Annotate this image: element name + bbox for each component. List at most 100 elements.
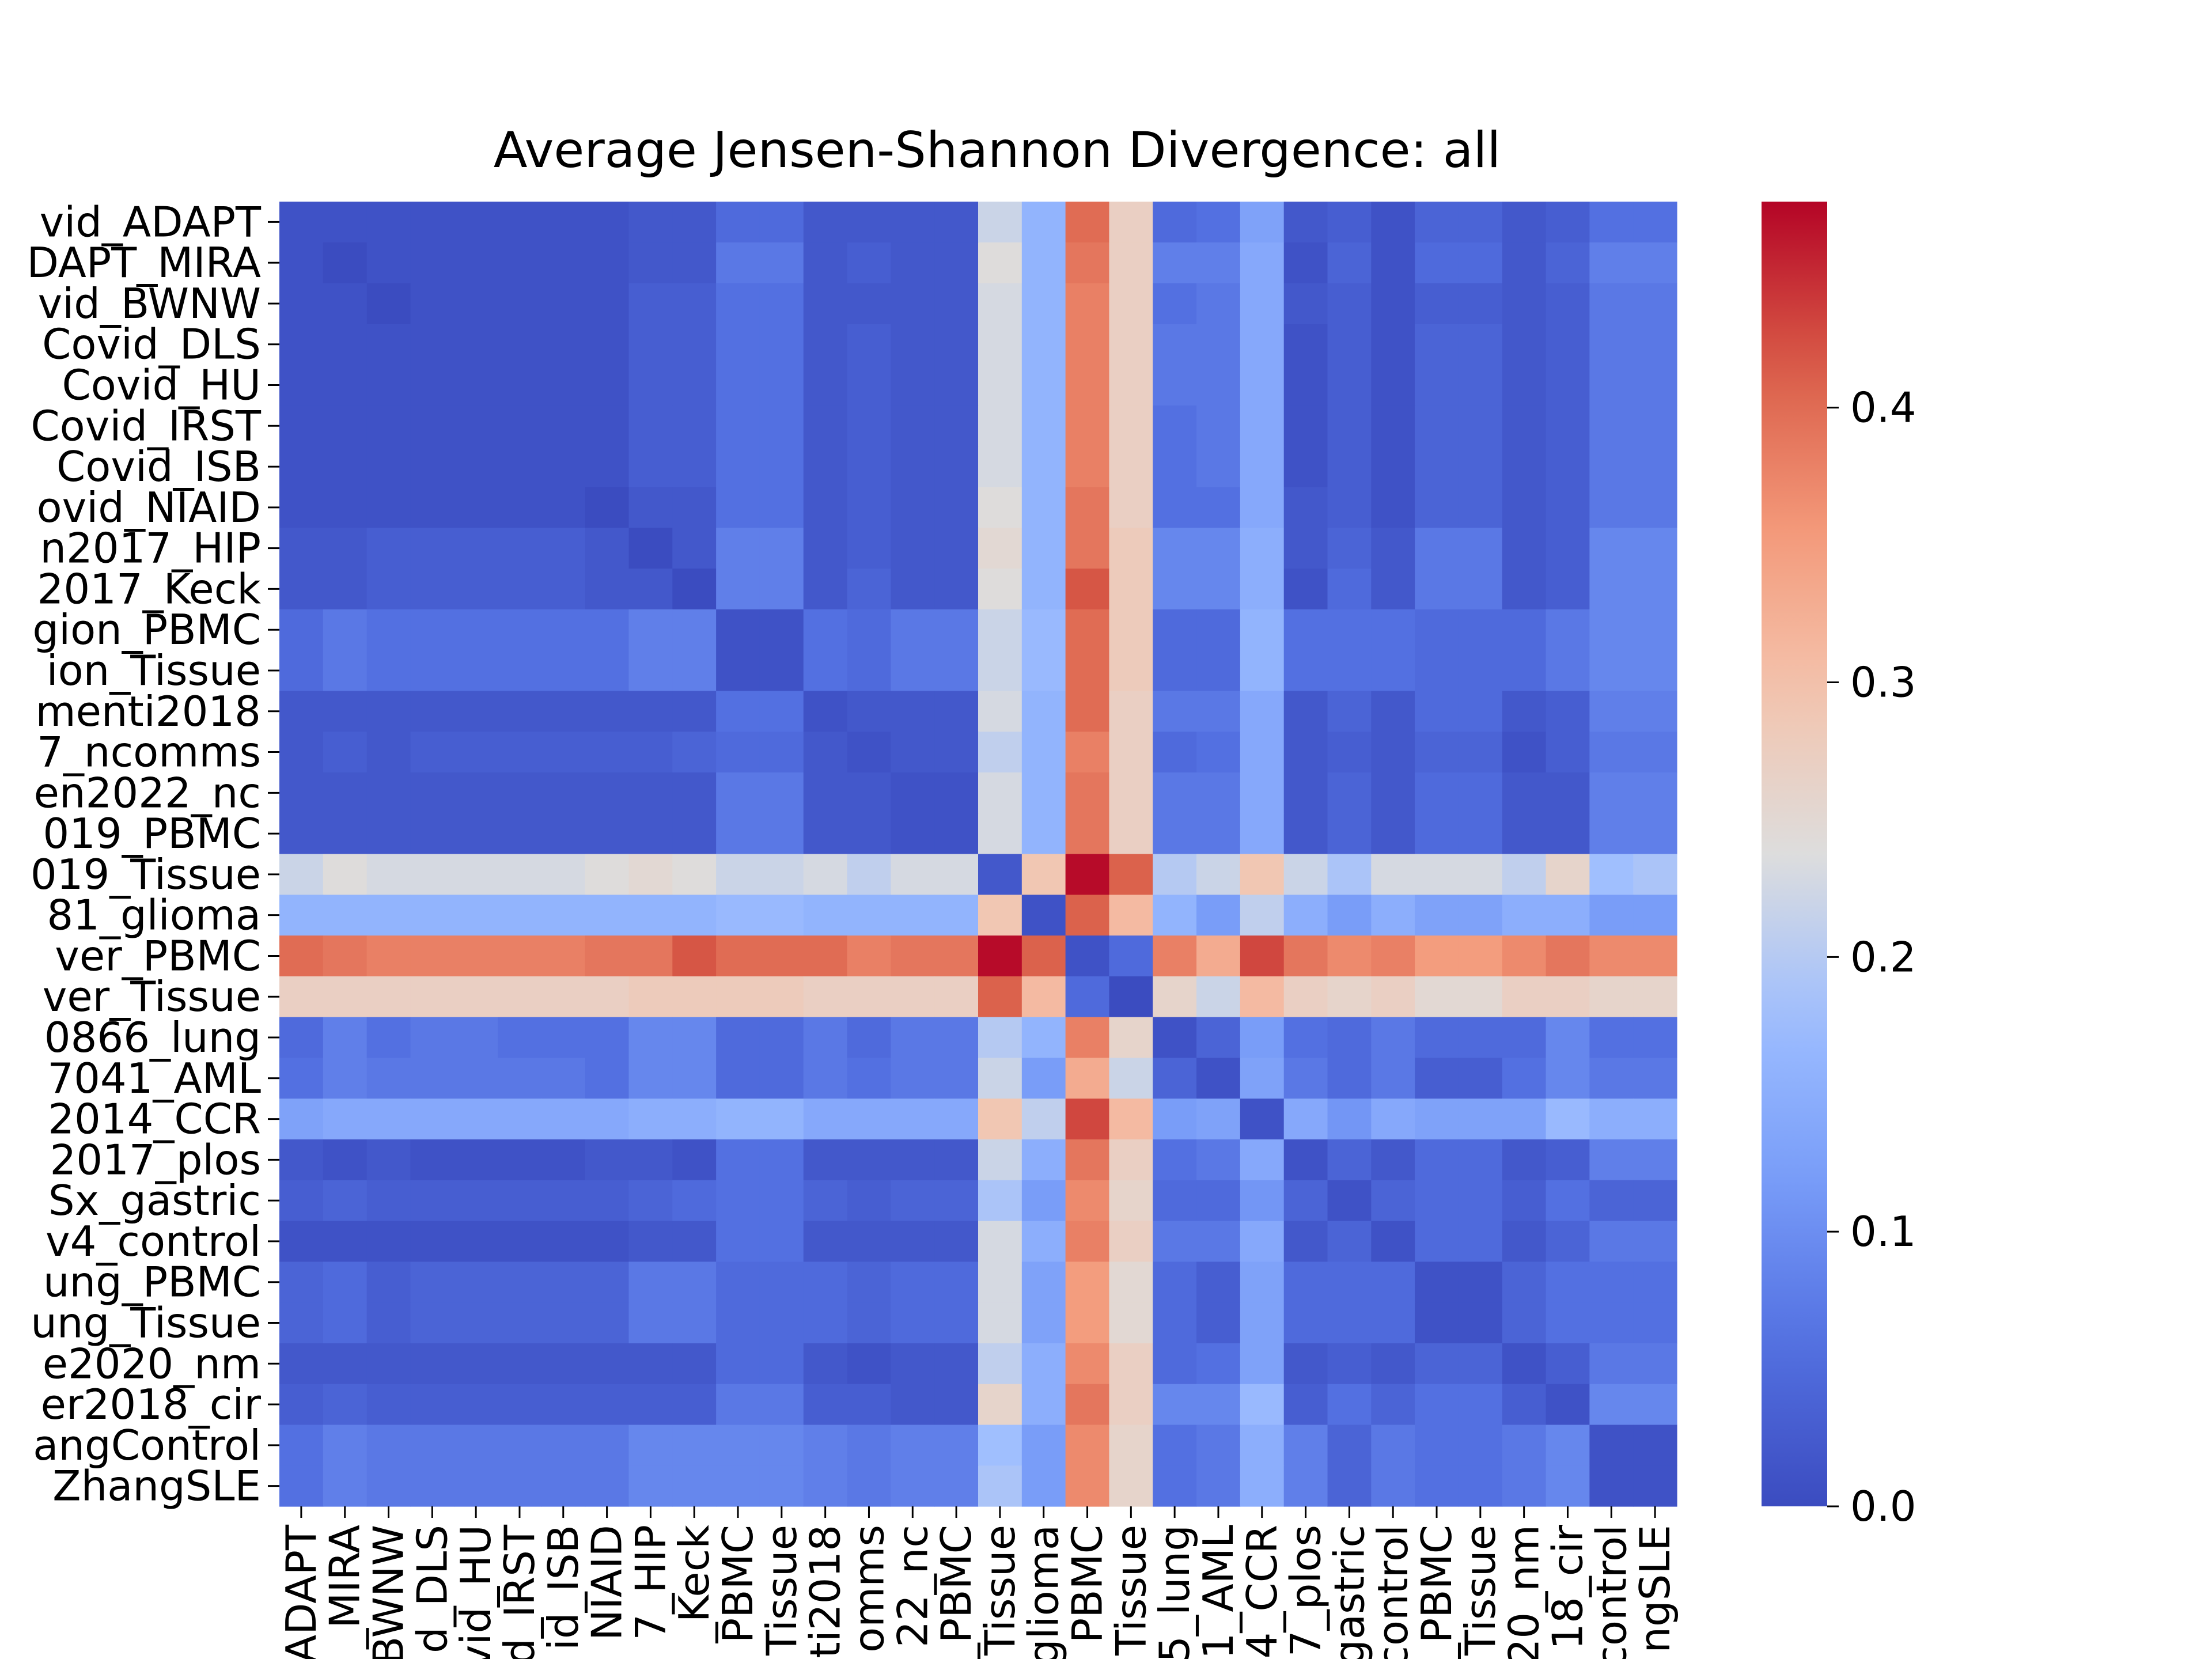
heatmap-cell [1502,813,1547,855]
heatmap-cell [628,1262,673,1303]
heatmap-cell [716,976,760,1018]
heatmap-cell [1502,732,1547,773]
heatmap-cell [1153,365,1197,406]
heatmap-cell [1283,405,1328,447]
heatmap-cell [1109,1221,1153,1262]
heatmap-cell [410,854,454,895]
heatmap-cell [1371,1343,1415,1385]
heatmap-cell [1109,609,1153,651]
heatmap-cell [1546,1465,1590,1507]
heatmap-cell [891,202,935,243]
heatmap-cell [1502,487,1547,528]
heatmap-cell [672,813,717,855]
heatmap-cell [1109,1384,1153,1426]
heatmap-cell [1633,1302,1677,1344]
heatmap-cell [1458,569,1503,610]
heatmap-cell [1371,487,1415,528]
heatmap-cell [410,202,454,243]
heatmap-cell [366,854,411,895]
heatmap-cell [1371,528,1415,569]
heatmap-cell [978,1262,1022,1303]
heatmap-cell [454,1180,498,1222]
heatmap-cell [1458,1302,1503,1344]
heatmap-cell [1240,202,1285,243]
heatmap-cell [1546,854,1590,895]
heatmap-cell [1021,1099,1066,1140]
heatmap-cell [803,283,848,324]
heatmap-cell [1546,365,1590,406]
heatmap-cell [1546,569,1590,610]
heatmap-cell [759,650,804,691]
heatmap-cell [1415,609,1459,651]
heatmap-cell [759,854,804,895]
heatmap-cell [1371,1180,1415,1222]
heatmap-cell [978,1343,1022,1385]
heatmap-cell [541,976,586,1018]
heatmap-cell [978,609,1022,651]
heatmap-cell [323,854,368,895]
heatmap-cell [585,691,630,732]
heatmap-cell [541,1139,586,1181]
heatmap-cell [1021,487,1066,528]
heatmap-cell [1327,895,1372,936]
heatmap-cell [454,1262,498,1303]
heatmap-cell [1196,976,1241,1018]
heatmap-cell [410,650,454,691]
heatmap-cell [1589,1099,1634,1140]
y-tick-label: er2018_cir [41,1380,262,1429]
heatmap-cell [1458,854,1503,895]
heatmap-cell [498,935,542,977]
heatmap-cell [585,202,630,243]
heatmap-cell [891,976,935,1018]
heatmap-cell [716,813,760,855]
heatmap-cell [366,650,411,691]
heatmap-cell [847,446,891,488]
heatmap-cell [672,1221,717,1262]
heatmap-cell [323,976,368,1018]
heatmap-cell [410,1099,454,1140]
heatmap-cell [759,365,804,406]
y-tick-label: 019_PBMC [43,809,261,858]
heatmap-cell [759,1262,804,1303]
heatmap-cell [323,1302,368,1344]
heatmap-cell [1371,1302,1415,1344]
heatmap-cell [1109,405,1153,447]
heatmap-cell [847,1343,891,1385]
heatmap-cell [1196,732,1241,773]
y-tick-label: 7_ncomms [37,728,261,777]
heatmap-cell [1633,528,1677,569]
x-tick-label: Tissue [1456,1525,1505,1656]
heatmap-cell [1283,202,1328,243]
heatmap-cell [410,935,454,977]
heatmap-cell [1153,569,1197,610]
heatmap-cell [672,1180,717,1222]
heatmap-cell [1153,813,1197,855]
heatmap-cell [1458,1058,1503,1099]
heatmap-cell [454,1302,498,1344]
heatmap-cell [1415,1425,1459,1466]
heatmap-cell [1240,283,1285,324]
x-tick-label: ngSLE [1631,1525,1679,1653]
heatmap-cell [803,609,848,651]
heatmap-cell [1546,691,1590,732]
heatmap-cell [541,569,586,610]
heatmap-cell [541,935,586,977]
heatmap-cell [323,609,368,651]
heatmap-cell [585,732,630,773]
heatmap-cell [1589,202,1634,243]
heatmap-cell [803,487,848,528]
heatmap-cell [1283,242,1328,284]
x-tick-label: Tissue [757,1525,806,1656]
heatmap-cell [1633,405,1677,447]
heatmap-cell [978,1099,1022,1140]
heatmap-cell [934,1058,979,1099]
heatmap-cell [1153,1425,1197,1466]
heatmap-cell [672,895,717,936]
heatmap-cell [1021,650,1066,691]
heatmap-cell [1240,650,1285,691]
heatmap-cell [1109,976,1153,1018]
heatmap-cell [366,1099,411,1140]
heatmap-cell [1589,1017,1634,1059]
heatmap-cell [978,365,1022,406]
heatmap-cell [366,1180,411,1222]
